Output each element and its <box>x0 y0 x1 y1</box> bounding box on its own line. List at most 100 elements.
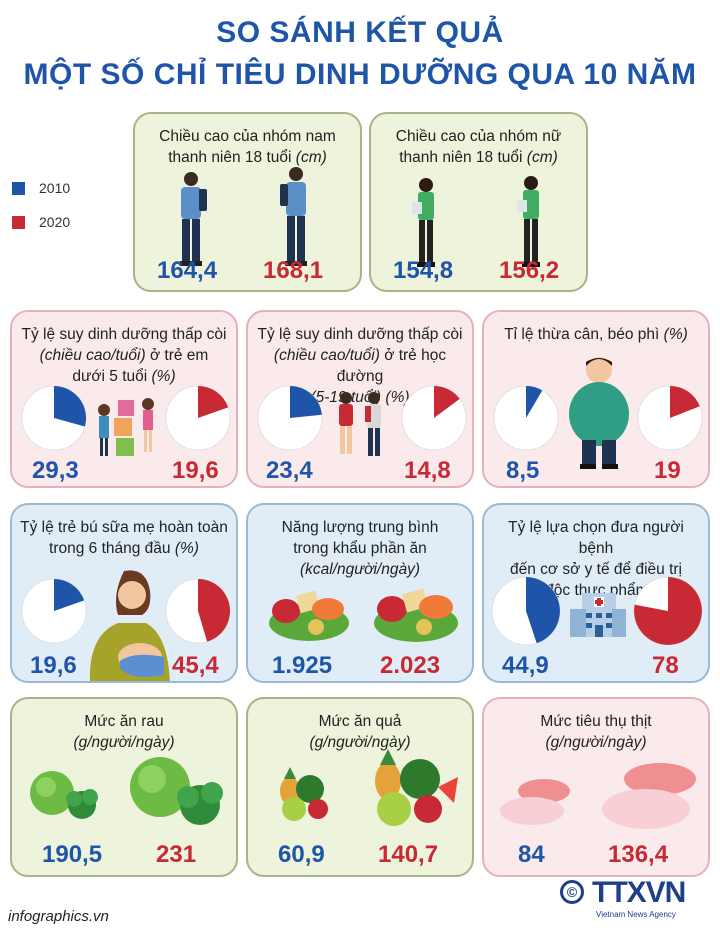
pie-slice <box>526 577 560 644</box>
card-subtitle: (chiều cao/tuổi) <box>39 347 146 364</box>
value-2020: 136,4 <box>608 841 669 868</box>
fruit-icon <box>280 767 328 821</box>
legend-item-2020: 2020 <box>12 214 70 230</box>
page-title-line1: SO SÁNH KẾT QUẢ <box>216 16 504 49</box>
value-2010: 23,4 <box>266 457 313 484</box>
value-2010: 190,5 <box>42 841 103 868</box>
card-unit: (kcal/người/ngày) <box>300 561 420 578</box>
ttxvn-logo: TTXVN <box>592 876 686 909</box>
card-stunting-under5: Tỷ lệ suy dinh dưỡng thấp còi (chiều cao… <box>10 310 238 488</box>
value-2010: 60,9 <box>278 841 325 868</box>
card-title-text: Mức ăn rau <box>84 713 164 730</box>
value-2010: 164,4 <box>157 257 218 284</box>
value-2020: 140,7 <box>378 841 439 868</box>
card-title-text: Tỷ lệ suy dinh dưỡng thấp còi <box>21 326 227 343</box>
card-meat: Mức tiêu thụ thịt (g/người/ngày) 84 136,… <box>482 697 710 877</box>
vegetables-icon <box>30 771 98 819</box>
legend-item-2010: 2010 <box>12 180 70 196</box>
male-student-icon <box>180 172 207 266</box>
card-title-text-2: thanh niên 18 tuổi <box>399 149 523 166</box>
pie-2020 <box>165 578 231 644</box>
pie-2010 <box>257 385 323 451</box>
legend-label-2010: 2010 <box>39 180 71 196</box>
card-stunting-school: Tỷ lệ suy dinh dưỡng thấp còi (chiều cao… <box>246 310 474 488</box>
food-pile-icon <box>269 590 349 641</box>
value-2010: 1.925 <box>272 652 333 679</box>
card-subtitle: (chiều cao/tuổi) <box>273 347 380 364</box>
pie-slice <box>54 386 86 427</box>
female-student-icon <box>412 178 435 267</box>
pie-2020 <box>637 385 703 451</box>
value-2020: 2.023 <box>380 652 441 679</box>
card-title-text: Năng lượng trung bình <box>281 519 439 536</box>
pie-2010 <box>493 385 559 451</box>
card-unit: (g/người/ngày) <box>545 734 647 751</box>
card-title: Mức tiêu thụ thịt (g/người/ngày) <box>484 711 708 753</box>
value-2010: 44,9 <box>502 652 549 679</box>
value-2010: 29,3 <box>32 457 79 484</box>
card-title-text: Mức tiêu thụ thịt <box>540 713 652 730</box>
students-icon <box>339 392 381 456</box>
card-overweight: Tỉ lệ thừa cân, béo phì (%) 8,5 19 <box>482 310 710 488</box>
hospital-icon <box>570 593 626 637</box>
pie-slice <box>670 386 700 418</box>
card-unit: (cm) <box>526 149 558 166</box>
card-unit: (%) <box>151 368 176 385</box>
page-title-line2: MỘT SỐ CHỈ TIÊU DINH DƯỠNG QUA 10 NĂM <box>23 58 697 91</box>
value-2010: 84 <box>518 841 545 868</box>
legend-swatch-2010 <box>12 181 25 195</box>
mother-baby-icon <box>89 570 170 681</box>
card-title: Tỉ lệ thừa cân, béo phì (%) <box>484 324 708 345</box>
card-title-text-2: trong 6 tháng đầu <box>49 540 171 557</box>
card-title: Chiều cao của nhóm nam thanh niên 18 tuổ… <box>135 126 360 168</box>
pie-slice <box>434 386 460 418</box>
card-energy: Năng lượng trung bình trong khẩu phần ăn… <box>246 503 474 683</box>
card-title-text-2: ở trẻ em <box>149 347 209 364</box>
card-title-text-2: trong khẩu phần ăn <box>293 540 427 557</box>
card-unit: (%) <box>663 326 688 343</box>
male-student-icon-2 <box>280 167 307 266</box>
value-2020: 78 <box>652 652 679 679</box>
card-title: Tỷ lệ suy dinh dưỡng thấp còi (chiều cao… <box>12 324 236 387</box>
card-female-height: Chiều cao của nhóm nữ thanh niên 18 tuổi… <box>369 112 588 292</box>
value-2010: 154,8 <box>393 257 454 284</box>
card-poisoning: Tỷ lệ lựa chọn đưa người bệnh đến cơ sở … <box>482 503 710 683</box>
pie-2020 <box>401 385 467 451</box>
value-2020: 156,2 <box>499 257 560 284</box>
pie-slice <box>290 386 322 418</box>
value-2020: 19 <box>654 457 681 484</box>
value-2020: 45,4 <box>172 652 219 679</box>
card-unit: (g/người/ngày) <box>73 734 175 751</box>
ttxvn-logo-subtitle: Vietnam News Agency <box>596 910 676 919</box>
card-unit: (%) <box>385 389 410 406</box>
pie-2010 <box>491 576 561 646</box>
pie-slice <box>634 577 702 645</box>
legend-swatch-2020 <box>12 215 25 229</box>
pie-2020 <box>633 576 703 646</box>
female-student-icon-2 <box>517 176 540 267</box>
card-title-text-3: dưới 5 tuổi <box>72 368 148 385</box>
card-title: Mức ăn rau (g/người/ngày) <box>12 711 236 753</box>
pie-2010 <box>21 578 87 644</box>
card-title-text-2: ở trẻ học đường <box>336 347 447 385</box>
value-2020: 168,1 <box>263 257 324 284</box>
value-2020: 14,8 <box>404 457 451 484</box>
card-unit: (g/người/ngày) <box>309 734 411 751</box>
value-2020: 231 <box>156 841 197 868</box>
card-title-text: Tỷ lệ trẻ bú sữa mẹ hoàn toàn <box>20 519 228 536</box>
meat-icon-2 <box>602 763 696 829</box>
card-unit: (%) <box>174 540 199 557</box>
card-title-text: Tỷ lệ lựa chọn đưa người bệnh <box>508 519 684 557</box>
copyright-icon: © <box>560 880 584 904</box>
card-title-text: Chiều cao của nhóm nam <box>159 128 336 145</box>
value-2020: 19,6 <box>172 457 219 484</box>
vegetables-icon-2 <box>130 757 223 825</box>
card-male-height: Chiều cao của nhóm nam thanh niên 18 tuổ… <box>133 112 362 292</box>
food-pile-icon-2 <box>374 588 458 642</box>
site-credit: infographics.vn <box>8 908 109 925</box>
card-title: Mức ăn quả (g/người/ngày) <box>248 711 472 753</box>
card-vegetables: Mức ăn rau (g/người/ngày) 190,5 231 <box>10 697 238 877</box>
card-title: Tỷ lệ trẻ bú sữa mẹ hoàn toàn trong 6 th… <box>12 517 236 559</box>
pie-slice <box>198 386 229 418</box>
children-blocks-icon <box>98 398 154 456</box>
